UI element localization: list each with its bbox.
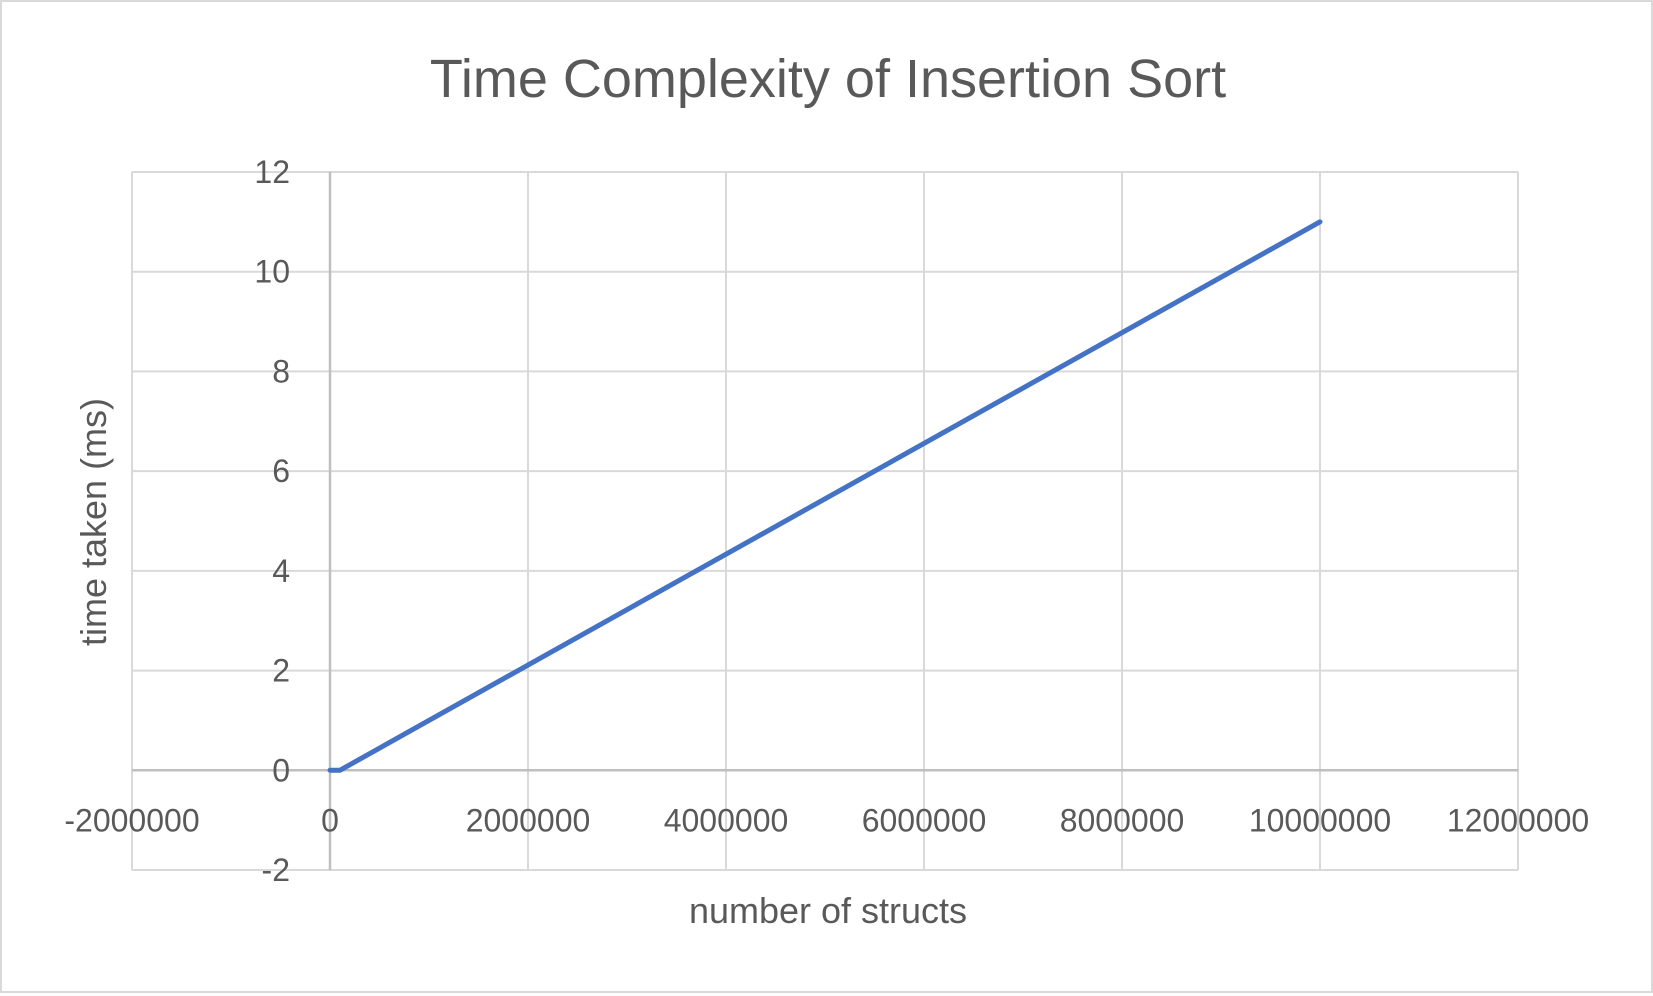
x-axis-label: number of structs (689, 890, 967, 931)
x-tick-label: 8000000 (1060, 802, 1185, 838)
axes (132, 172, 1518, 870)
x-tick-labels: -2000000 0 2000000 4000000 6000000 8000000 100… (64, 802, 1589, 838)
y-tick-label: 6 (272, 453, 290, 489)
chart-title: Time Complexity of Insertion Sort (430, 49, 1226, 109)
y-tick-label: 10 (254, 254, 290, 290)
y-tick-label: 8 (272, 353, 290, 389)
y-tick-label: 0 (272, 752, 290, 788)
y-tick-label: 2 (272, 653, 290, 689)
x-tick-label: 10000000 (1249, 802, 1391, 838)
y-tick-label: 4 (272, 553, 290, 589)
y-tick-label: -2 (262, 852, 290, 888)
x-tick-label: 6000000 (862, 802, 987, 838)
x-tick-label: 2000000 (466, 802, 591, 838)
x-tick-label: 12000000 (1447, 802, 1589, 838)
y-tick-label: 12 (254, 154, 290, 190)
x-tick-label: -2000000 (64, 802, 199, 838)
x-tick-label: 0 (321, 802, 339, 838)
x-tick-label: 4000000 (664, 802, 789, 838)
y-tick-labels: -2 0 2 4 6 8 10 12 (254, 154, 290, 888)
plot-area (330, 222, 1320, 770)
y-axis-label: time taken (ms) (73, 398, 114, 646)
series-line (330, 222, 1320, 770)
gridlines (132, 172, 1518, 870)
